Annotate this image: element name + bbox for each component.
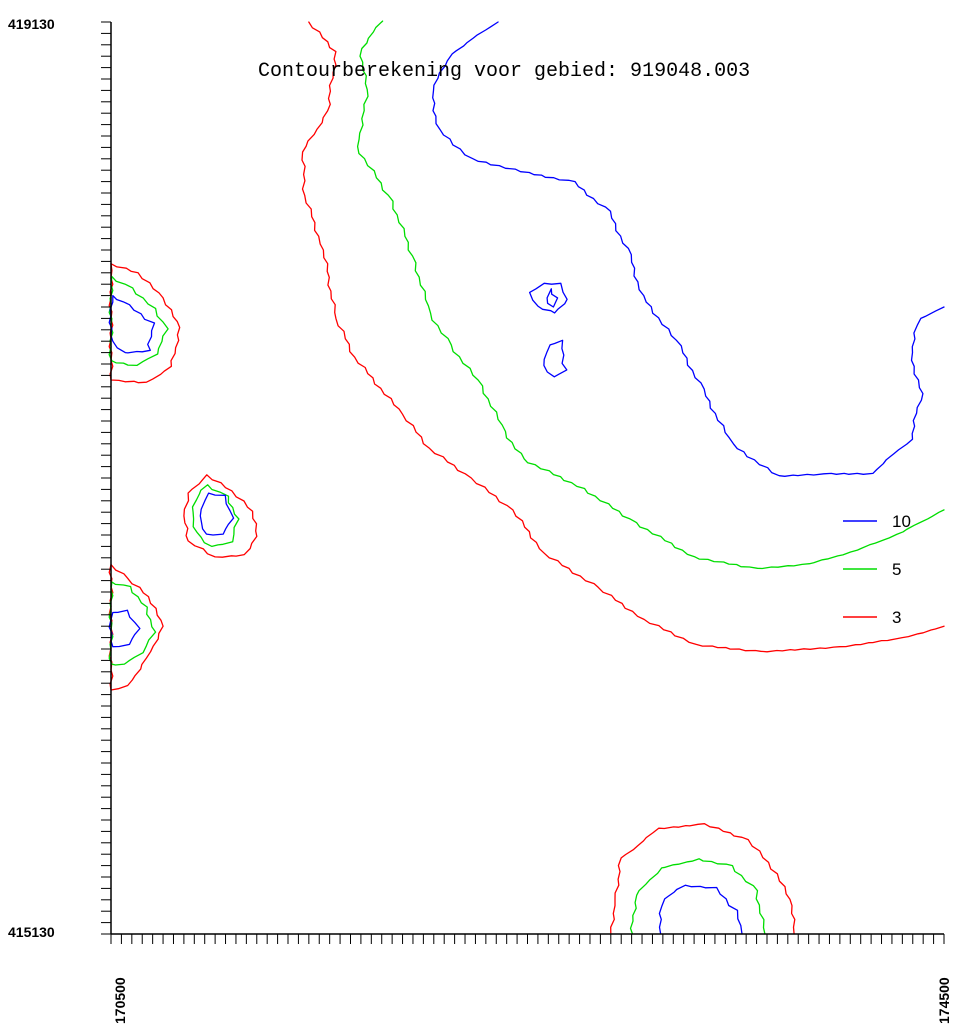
contour-line-level-10 [546,288,559,308]
contour-line-level-3 [108,263,181,384]
chart-title: Contourberekening voor gebied: 919048.00… [258,60,750,83]
contour-line-level-3 [183,474,258,558]
x-tick-label-left: 170500 [112,977,128,1024]
x-axis-ticks [110,934,945,944]
contour-line-level-10 [108,609,141,648]
contour-line-level-5 [629,858,766,935]
y-axis-ticks [101,21,111,935]
contour-lines [108,20,945,935]
contour-line-level-10 [432,21,945,477]
legend-label-10: 10 [892,512,911,531]
legend-label-3: 3 [892,608,901,627]
contour-line-level-5 [191,484,240,548]
legend: 10 5 3 [843,512,911,627]
contour-line-level-3 [610,823,796,935]
contour-line-level-5 [356,20,945,570]
contour-line-level-10 [528,282,568,314]
contour-line-level-10 [658,884,743,935]
contour-line-level-5 [108,581,157,666]
contour-line-level-10 [199,492,235,536]
contour-line-level-3 [108,563,164,691]
y-tick-label-top: 419130 [8,16,55,32]
legend-label-5: 5 [892,560,901,579]
contour-line-level-10 [543,339,568,378]
contour-line-level-10 [108,294,156,354]
contour-line-level-3 [301,21,945,653]
x-tick-label-right: 174500 [936,977,952,1024]
y-tick-label-bottom: 415130 [8,924,55,940]
